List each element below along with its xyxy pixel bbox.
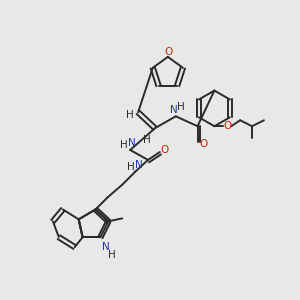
Text: H: H	[120, 140, 128, 150]
Text: H: H	[127, 162, 135, 172]
Text: O: O	[165, 47, 173, 57]
Text: O: O	[200, 139, 208, 149]
Text: N: N	[135, 160, 143, 170]
Text: H: H	[109, 250, 116, 260]
Text: N: N	[170, 105, 178, 116]
Text: O: O	[223, 121, 231, 131]
Text: H: H	[143, 135, 151, 145]
Text: H: H	[177, 102, 184, 112]
Text: N: N	[101, 242, 109, 252]
Text: H: H	[126, 110, 134, 120]
Text: O: O	[161, 145, 169, 155]
Text: N: N	[128, 138, 136, 148]
